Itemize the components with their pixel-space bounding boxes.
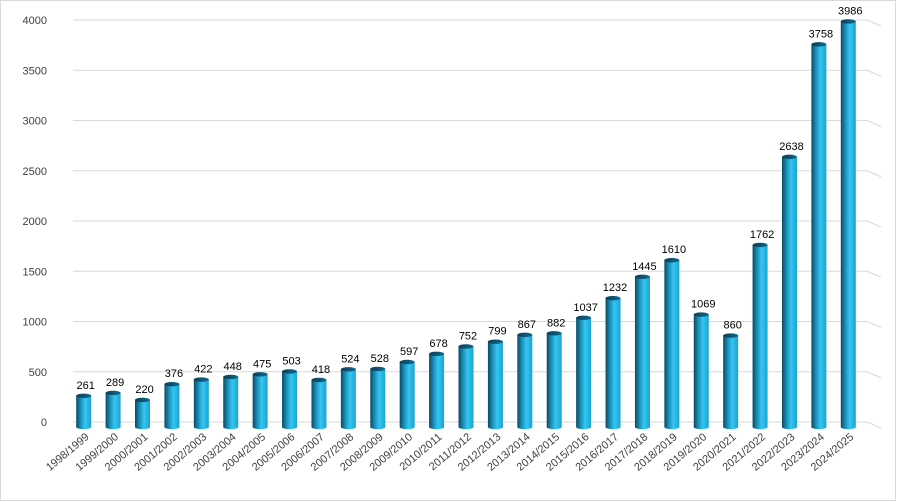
data-label: 3758 xyxy=(809,28,833,40)
data-label: 289 xyxy=(106,377,124,389)
data-label: 2638 xyxy=(779,141,803,153)
bar xyxy=(399,359,415,430)
data-label: 418 xyxy=(312,364,330,376)
bar xyxy=(605,295,621,430)
bar xyxy=(282,369,298,430)
data-label: 475 xyxy=(253,358,271,370)
bar xyxy=(693,312,709,430)
bar xyxy=(546,331,562,430)
bar xyxy=(193,377,209,430)
bar xyxy=(487,339,503,430)
bar xyxy=(840,19,856,430)
bar xyxy=(370,366,386,430)
gridline xyxy=(73,321,882,328)
gridline xyxy=(73,120,882,127)
x-axis-tick-labels: 1998/19991999/20002000/20012001/20022002… xyxy=(44,431,856,474)
gridline xyxy=(73,270,882,278)
data-label: 1069 xyxy=(691,299,715,311)
y-tick-label: 1000 xyxy=(23,317,47,329)
data-label: 678 xyxy=(429,338,447,350)
y-axis-tick-labels: 0 500 1000 1500 2000 2500 3000 3500 4000 xyxy=(23,15,47,429)
data-label: 882 xyxy=(547,317,565,329)
data-label: 860 xyxy=(723,320,741,332)
data-label: 220 xyxy=(135,384,153,396)
data-label: 752 xyxy=(459,330,477,342)
bar xyxy=(723,333,739,430)
bar xyxy=(634,274,650,430)
y-tick-label: 2000 xyxy=(23,216,47,228)
bar xyxy=(517,332,533,430)
bar xyxy=(811,42,827,430)
bar xyxy=(135,397,151,430)
bar xyxy=(223,374,239,430)
data-label: 1232 xyxy=(603,282,627,294)
bar xyxy=(458,344,474,430)
bar xyxy=(311,377,327,430)
bar xyxy=(781,154,797,430)
bar xyxy=(429,351,445,430)
bar xyxy=(105,390,121,430)
data-labels: 261 289 220 376 422 448 475 503 418 524 528 597 678 7… xyxy=(77,5,863,395)
data-label: 503 xyxy=(282,355,300,367)
bar xyxy=(576,315,592,430)
y-tick-label: 500 xyxy=(29,367,47,379)
y-tick-label: 3000 xyxy=(23,116,47,128)
data-label: 1037 xyxy=(573,302,597,314)
data-label: 524 xyxy=(341,353,359,365)
data-label: 528 xyxy=(371,353,389,365)
data-label: 448 xyxy=(224,361,242,373)
data-label: 261 xyxy=(77,380,95,392)
bar xyxy=(340,367,356,430)
bar xyxy=(76,393,92,430)
bar xyxy=(164,382,180,430)
bar xyxy=(664,257,680,430)
bars xyxy=(76,19,856,430)
data-label: 422 xyxy=(194,364,212,376)
data-label: 867 xyxy=(518,319,536,331)
gridline xyxy=(73,170,882,178)
data-label: 597 xyxy=(400,346,418,358)
data-label: 1762 xyxy=(750,229,774,241)
gridline xyxy=(73,220,882,228)
data-label: 799 xyxy=(488,326,506,338)
gridlines xyxy=(73,19,882,429)
y-tick-label: 2500 xyxy=(23,166,47,178)
bar xyxy=(252,372,268,430)
data-label: 3986 xyxy=(838,5,862,17)
gridline xyxy=(73,19,882,27)
bar xyxy=(752,242,768,430)
data-label: 376 xyxy=(165,368,183,380)
y-tick-label: 1500 xyxy=(23,266,47,278)
y-tick-label: 4000 xyxy=(23,15,47,27)
y-tick-label: 0 xyxy=(41,417,47,429)
data-label: 1445 xyxy=(632,261,656,273)
data-label: 1610 xyxy=(662,244,686,256)
y-tick-label: 3500 xyxy=(23,65,47,77)
gridline xyxy=(73,69,882,77)
